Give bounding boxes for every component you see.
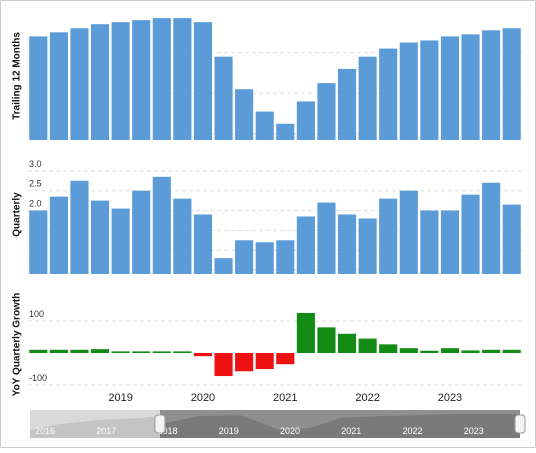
bar <box>193 214 213 274</box>
bar <box>379 48 398 141</box>
bar <box>317 202 336 274</box>
bar <box>111 22 130 140</box>
bar <box>152 351 171 353</box>
x-tick-label: 2019 <box>108 392 132 404</box>
bar <box>49 196 68 274</box>
bar <box>482 30 501 141</box>
x-tick-label: 2023 <box>438 392 462 404</box>
bar <box>296 101 315 140</box>
bar <box>420 40 439 140</box>
navigator-label: 2021 <box>341 426 361 436</box>
navigator-label: 2016 <box>35 426 55 436</box>
y-axis-title: Quarterly <box>12 192 23 237</box>
bar <box>255 242 274 274</box>
bar <box>70 28 89 140</box>
bar <box>379 344 398 353</box>
bar <box>420 210 439 274</box>
bar <box>193 22 213 140</box>
bar <box>482 349 501 353</box>
bar <box>337 333 357 353</box>
y-tick-label: 100 <box>29 309 44 319</box>
bar <box>29 36 48 140</box>
y-tick-label: 2.0 <box>29 199 42 209</box>
y-axis-title: YoY Quarterly Growth <box>12 293 23 397</box>
bar <box>276 123 295 140</box>
bar <box>132 20 151 140</box>
navigator-label: 2023 <box>464 426 484 436</box>
x-tick-label: 2022 <box>355 392 379 404</box>
bar <box>358 338 377 353</box>
bar <box>276 240 295 274</box>
bar <box>255 111 274 140</box>
bar <box>399 348 418 353</box>
bar <box>235 352 254 372</box>
bar <box>399 42 418 140</box>
bar <box>173 351 192 353</box>
bar <box>90 349 110 353</box>
navigator-handle[interactable] <box>514 414 526 434</box>
bar <box>90 200 110 274</box>
bar <box>461 34 480 140</box>
bar <box>214 352 233 377</box>
bar <box>111 208 130 274</box>
bar <box>461 350 480 353</box>
bar <box>173 198 192 274</box>
navigator-label: 2022 <box>403 426 423 436</box>
bar <box>70 349 89 353</box>
navigator-label: 2020 <box>280 426 300 436</box>
y-axis-title: Trailing 12 Months <box>12 32 23 120</box>
bar <box>132 190 151 274</box>
bar <box>379 198 398 274</box>
bar <box>235 89 254 140</box>
bar <box>214 258 233 274</box>
bar <box>337 68 357 140</box>
navigator-series <box>30 416 160 438</box>
bar <box>502 349 521 353</box>
bar <box>193 352 213 357</box>
bar <box>461 194 480 274</box>
bar <box>214 56 233 141</box>
bar <box>482 182 501 274</box>
bar <box>111 351 130 353</box>
bar <box>440 36 460 140</box>
bar <box>49 32 68 140</box>
bar <box>152 18 171 140</box>
bar <box>317 83 336 140</box>
bar <box>29 349 48 353</box>
x-tick-label: 2020 <box>191 392 215 404</box>
bar <box>49 349 68 353</box>
y-tick-label: 3.0 <box>29 159 42 169</box>
bar <box>296 312 315 353</box>
bar <box>440 348 460 353</box>
bar <box>399 190 418 274</box>
navigator-label: 2018 <box>158 426 178 436</box>
bar <box>132 351 151 353</box>
bar <box>358 56 377 141</box>
bar <box>276 352 295 365</box>
bar <box>255 352 274 370</box>
bar <box>70 180 89 274</box>
bar <box>502 204 521 274</box>
bar <box>420 350 439 353</box>
bar <box>337 214 357 274</box>
navigator-handle[interactable] <box>154 414 166 434</box>
bar <box>358 218 377 274</box>
bar <box>90 24 110 140</box>
navigator-label: 2019 <box>219 426 239 436</box>
bar <box>235 240 254 274</box>
bar <box>296 216 315 274</box>
y-tick-label: 2.5 <box>29 179 42 189</box>
navigator-label: 2017 <box>96 426 116 436</box>
bar <box>502 28 521 140</box>
bar <box>152 176 171 274</box>
y-tick-label: -100 <box>29 373 47 383</box>
navigator-series <box>160 414 520 438</box>
bar <box>173 18 192 140</box>
x-tick-label: 2021 <box>273 392 297 404</box>
bar <box>29 210 48 274</box>
bar <box>317 327 336 353</box>
bar <box>440 210 460 274</box>
